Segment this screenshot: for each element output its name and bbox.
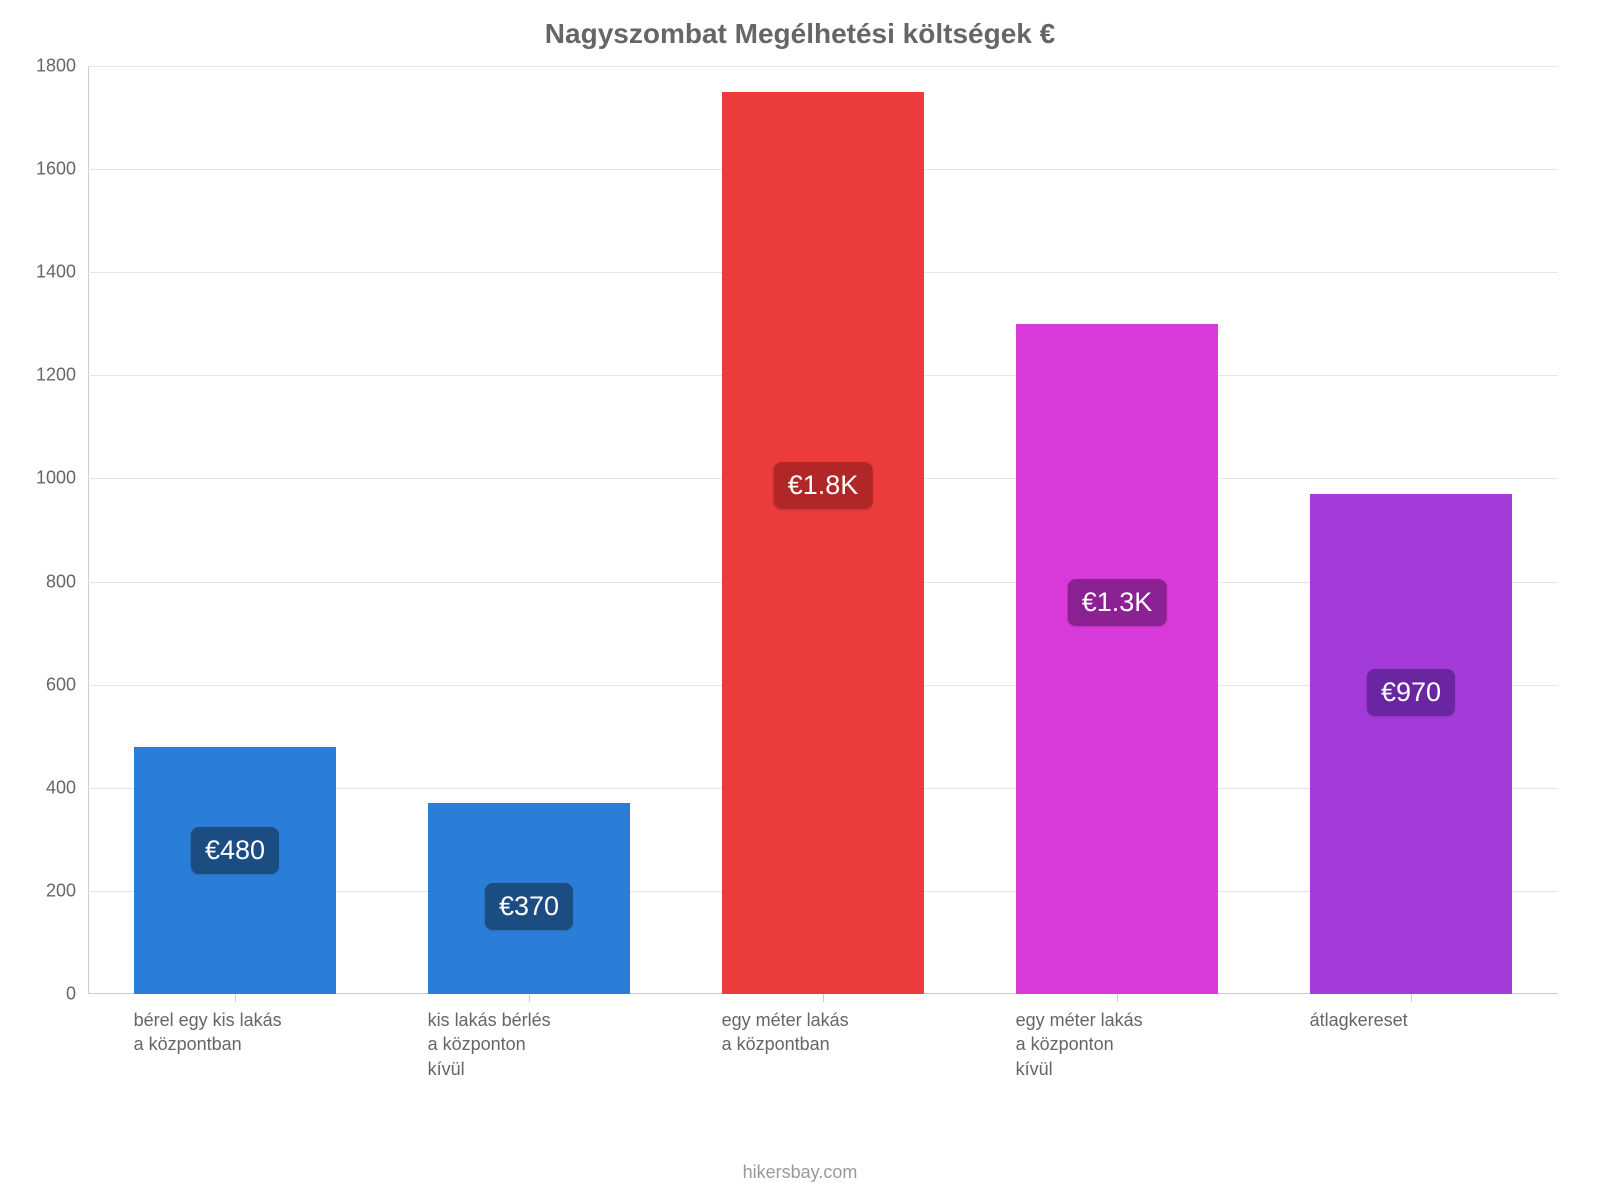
y-axis-line [88,66,89,994]
bar-value-badge: €480 [191,827,279,874]
x-tick-label: kis lakás bérlésa központonkívül [428,994,671,1081]
bar-value-badge: €1.8K [774,462,873,509]
bar [1310,494,1513,994]
y-tick-label: 1000 [36,468,88,489]
gridline [88,66,1558,67]
y-tick-label: 600 [46,674,88,695]
x-tick-label: egy méter lakása központonkívül [1016,994,1259,1081]
y-tick-label: 800 [46,571,88,592]
bar-value-badge: €370 [485,883,573,930]
bar-value-badge: €1.3K [1068,579,1167,626]
chart-title: Nagyszombat Megélhetési költségek € [0,18,1600,50]
x-tick-label: egy méter lakása központban [722,994,965,1057]
x-tick-label: átlagkereset [1310,994,1553,1032]
y-tick-label: 1600 [36,159,88,180]
cost-of-living-bar-chart: Nagyszombat Megélhetési költségek € 0200… [0,0,1600,1200]
y-tick-label: 200 [46,880,88,901]
y-tick-label: 1800 [36,56,88,77]
bar [1016,324,1219,994]
x-tick-label: bérel egy kis lakása központban [134,994,377,1057]
y-tick-label: 400 [46,777,88,798]
chart-attribution: hikersbay.com [0,1162,1600,1183]
y-tick-label: 0 [66,984,88,1005]
bar-value-badge: €970 [1367,669,1455,716]
bar [722,92,925,994]
chart-plot-area: 020040060080010001200140016001800€480bér… [88,66,1558,994]
y-tick-label: 1400 [36,262,88,283]
y-tick-label: 1200 [36,365,88,386]
